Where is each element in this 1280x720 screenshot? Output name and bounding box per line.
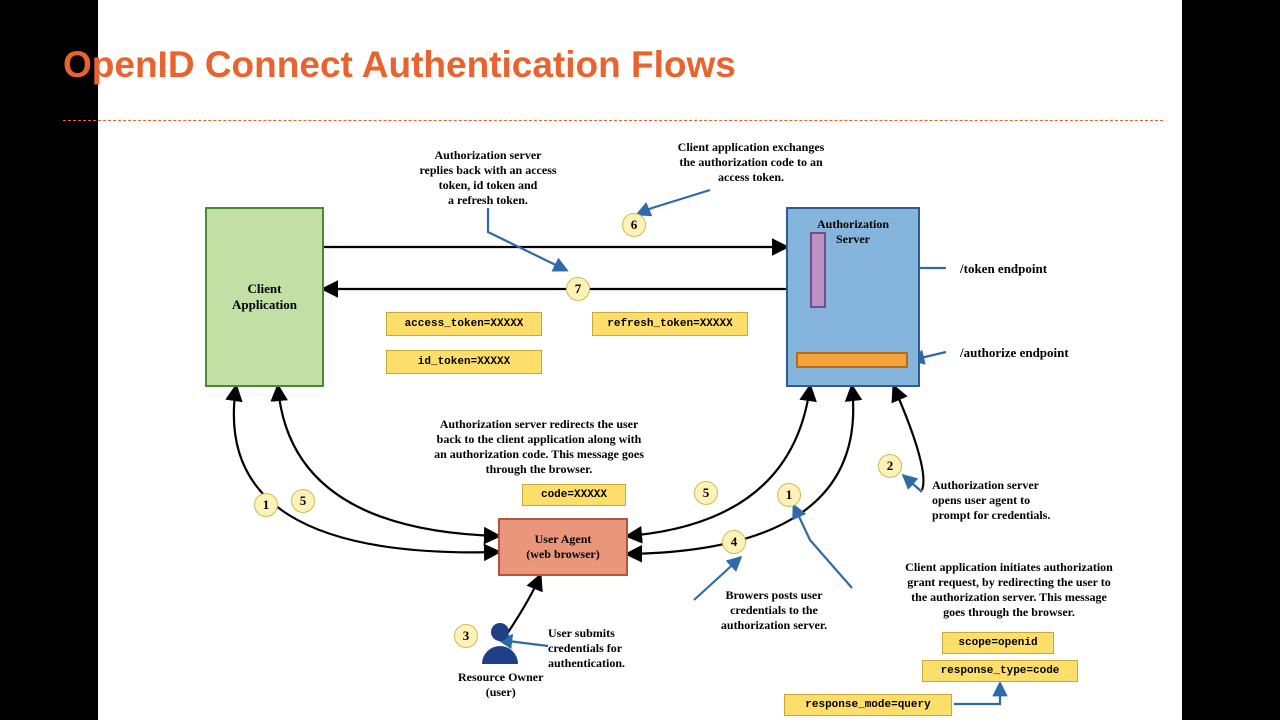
step-badge-4: 4 <box>722 530 746 554</box>
step-badge-5: 5 <box>291 489 315 513</box>
authorize-endpoint-bar <box>796 352 908 368</box>
caption-5: Browers posts usercredentials to theauth… <box>694 588 854 633</box>
step-badge-5: 5 <box>694 481 718 505</box>
step-badge-2: 2 <box>878 454 902 478</box>
caption-2: Authorization server redirects the userb… <box>384 417 694 477</box>
step-badge-6: 6 <box>622 213 646 237</box>
page-title: OpenID Connect Authentication Flows <box>63 44 736 86</box>
title-divider <box>63 120 1163 121</box>
step-badge-1: 1 <box>254 493 278 517</box>
step-badge-1: 1 <box>777 483 801 507</box>
caption-3: Authorization serveropens user agent top… <box>932 478 1102 523</box>
step-badge-7: 7 <box>566 277 590 301</box>
code-tag-2: refresh_token=XXXXX <box>592 312 748 336</box>
user-icon <box>478 620 522 664</box>
client-application-box: ClientApplication <box>205 207 324 387</box>
code-tag-5: response_type=code <box>922 660 1078 682</box>
step-badge-3: 3 <box>454 624 478 648</box>
caption-6: User submitscredentials forauthenticatio… <box>548 626 668 671</box>
code-tag-4: scope=openid <box>942 632 1054 654</box>
caption-4: Client application initiates authorizati… <box>854 560 1164 620</box>
code-tag-3: code=XXXXX <box>522 484 626 506</box>
code-tag-0: access_token=XXXXX <box>386 312 542 336</box>
authorize-endpoint-label: /authorize endpoint <box>960 345 1069 361</box>
token-endpoint-bar <box>810 232 826 308</box>
code-tag-6: response_mode=query <box>784 694 952 716</box>
caption-1: Client application exchangesthe authoriz… <box>636 140 866 185</box>
user-agent-box: User Agent(web browser) <box>498 518 628 576</box>
token-endpoint-label: /token endpoint <box>960 261 1047 277</box>
resource-owner-label: Resource Owner(user) <box>458 670 543 700</box>
caption-0: Authorization serverreplies back with an… <box>378 148 598 208</box>
code-tag-1: id_token=XXXXX <box>386 350 542 374</box>
